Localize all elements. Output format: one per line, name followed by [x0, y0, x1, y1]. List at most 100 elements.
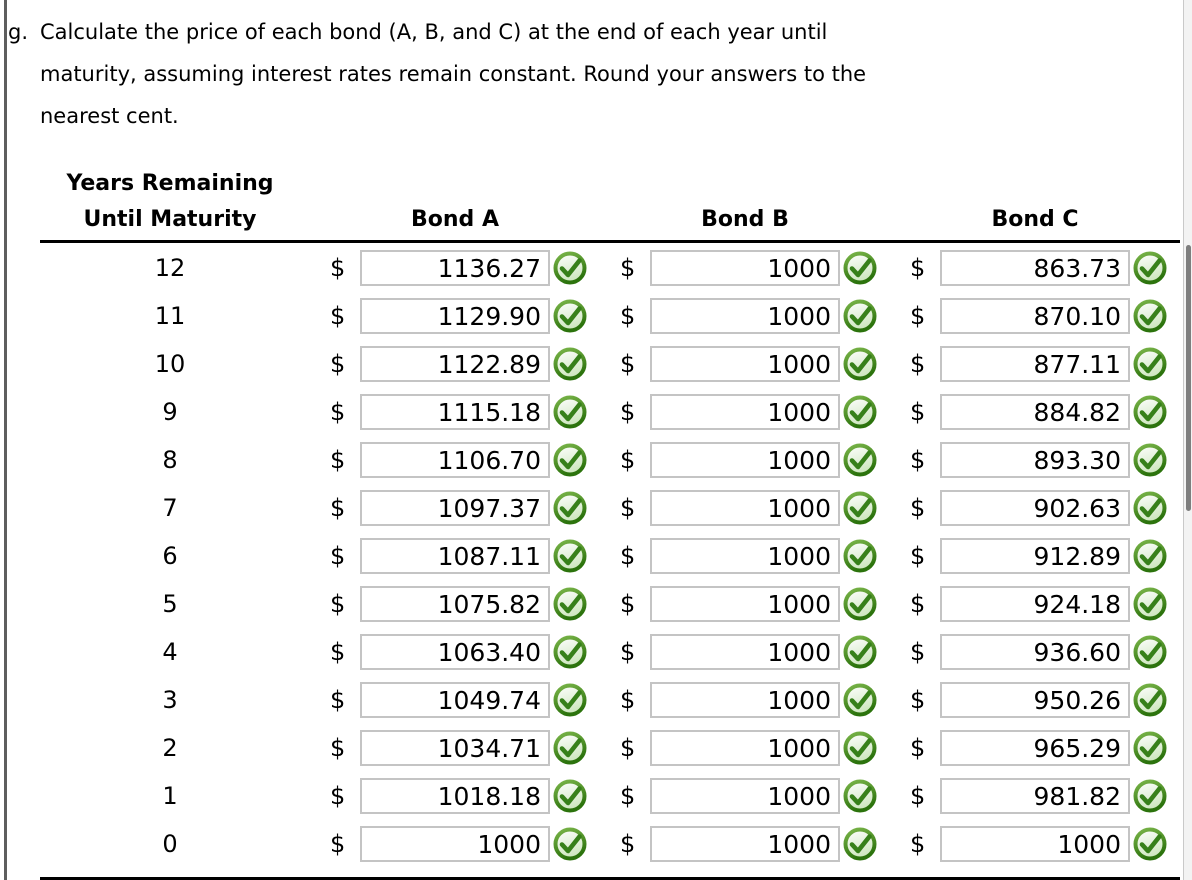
bond-price-input[interactable]: [650, 490, 840, 526]
bond-price-input[interactable]: [650, 298, 840, 334]
years-remaining-value: 2: [162, 734, 178, 762]
bond-price-input[interactable]: [940, 442, 1130, 478]
currency-symbol: $: [910, 350, 926, 378]
bond-price-cell: $: [590, 298, 880, 334]
bond-price-input[interactable]: [650, 634, 840, 670]
bond-price-input[interactable]: [360, 586, 550, 622]
bond-price-input[interactable]: [650, 586, 840, 622]
currency-symbol: $: [620, 494, 636, 522]
table-row: 4 $ $ $: [40, 628, 1180, 676]
bond-price-cell: $: [300, 298, 590, 334]
bond-price-cell: $: [590, 490, 880, 526]
bond-price-input[interactable]: [650, 730, 840, 766]
currency-symbol: $: [620, 830, 636, 858]
table-header-row: Years Remaining Until Maturity Bond A Bo…: [40, 166, 1180, 243]
scrollbar-thumb[interactable]: [1186, 245, 1191, 511]
question-text-line: maturity, assuming interest rates remain…: [40, 62, 867, 86]
currency-symbol: $: [330, 398, 346, 426]
bond-price-input[interactable]: [940, 538, 1130, 574]
bond-price-input[interactable]: [940, 682, 1130, 718]
currency-symbol: $: [910, 494, 926, 522]
bond-price-cell: $: [880, 394, 1170, 430]
currency-symbol: $: [330, 494, 346, 522]
bond-price-input[interactable]: [650, 442, 840, 478]
bond-price-input[interactable]: [650, 778, 840, 814]
question-block: g. Calculate the price of each bond (A, …: [8, 0, 1180, 137]
correct-check-icon: [1133, 491, 1167, 525]
bond-price-input[interactable]: [940, 490, 1130, 526]
bond-price-cell: $: [300, 730, 590, 766]
correct-check-icon: [843, 251, 877, 285]
bond-price-input[interactable]: [650, 682, 840, 718]
bond-price-cell: $: [880, 538, 1170, 574]
years-remaining-value: 1: [162, 782, 178, 810]
bond-price-input[interactable]: [940, 346, 1130, 382]
bond-c-column-header: Bond C: [991, 207, 1079, 232]
years-remaining-value: 5: [162, 590, 178, 618]
bond-price-cell: $: [880, 826, 1170, 862]
vertical-scrollbar[interactable]: [1183, 0, 1192, 880]
bond-price-cell: $: [300, 538, 590, 574]
bond-price-cell: $: [590, 826, 880, 862]
bond-price-input[interactable]: [650, 394, 840, 430]
bond-price-input[interactable]: [360, 682, 550, 718]
currency-symbol: $: [330, 254, 346, 282]
bond-price-input[interactable]: [940, 250, 1130, 286]
currency-symbol: $: [620, 782, 636, 810]
bond-price-input[interactable]: [360, 298, 550, 334]
bond-price-input[interactable]: [360, 538, 550, 574]
bond-price-input[interactable]: [360, 826, 550, 862]
bond-price-input[interactable]: [360, 778, 550, 814]
bond-price-cell: $: [300, 394, 590, 430]
bond-price-cell: $: [880, 298, 1170, 334]
years-remaining-value: 0: [162, 830, 178, 858]
years-remaining-value: 12: [154, 254, 186, 282]
bond-price-input[interactable]: [940, 298, 1130, 334]
bond-price-input[interactable]: [940, 730, 1130, 766]
bond-price-input[interactable]: [360, 250, 550, 286]
bond-price-input[interactable]: [360, 490, 550, 526]
bond-price-cell: $: [880, 346, 1170, 382]
bond-price-input[interactable]: [940, 586, 1130, 622]
currency-symbol: $: [620, 398, 636, 426]
table-row: 8 $ $ $: [40, 436, 1180, 484]
bond-price-input[interactable]: [360, 730, 550, 766]
currency-symbol: $: [910, 638, 926, 666]
currency-symbol: $: [620, 734, 636, 762]
bond-price-table: Years Remaining Until Maturity Bond A Bo…: [40, 166, 1180, 868]
bond-price-input[interactable]: [940, 778, 1130, 814]
bond-price-input[interactable]: [940, 634, 1130, 670]
currency-symbol: $: [330, 830, 346, 858]
bond-price-input[interactable]: [650, 250, 840, 286]
currency-symbol: $: [330, 446, 346, 474]
bond-price-input[interactable]: [360, 634, 550, 670]
correct-check-icon: [843, 731, 877, 765]
bond-a-column-header: Bond A: [411, 207, 499, 232]
years-remaining-value: 11: [154, 302, 186, 330]
bond-price-input[interactable]: [360, 394, 550, 430]
correct-check-icon: [553, 539, 587, 573]
currency-symbol: $: [910, 302, 926, 330]
bond-price-input[interactable]: [650, 826, 840, 862]
table-row: 11 $ $ $: [40, 292, 1180, 340]
currency-symbol: $: [910, 542, 926, 570]
correct-check-icon: [1133, 827, 1167, 861]
bond-price-input[interactable]: [940, 826, 1130, 862]
correct-check-icon: [843, 827, 877, 861]
years-remaining-header-line1: Years Remaining: [66, 171, 274, 196]
currency-symbol: $: [910, 686, 926, 714]
bond-price-cell: $: [590, 634, 880, 670]
currency-symbol: $: [330, 734, 346, 762]
bond-price-cell: $: [880, 442, 1170, 478]
currency-symbol: $: [910, 398, 926, 426]
bond-price-input[interactable]: [360, 442, 550, 478]
bond-price-cell: $: [880, 250, 1170, 286]
correct-check-icon: [843, 347, 877, 381]
bond-price-input[interactable]: [650, 538, 840, 574]
bond-price-input[interactable]: [940, 394, 1130, 430]
bond-price-input[interactable]: [360, 346, 550, 382]
bond-price-input[interactable]: [650, 346, 840, 382]
correct-check-icon: [553, 635, 587, 669]
table-row: 5 $ $ $: [40, 580, 1180, 628]
bond-price-cell: $: [590, 346, 880, 382]
